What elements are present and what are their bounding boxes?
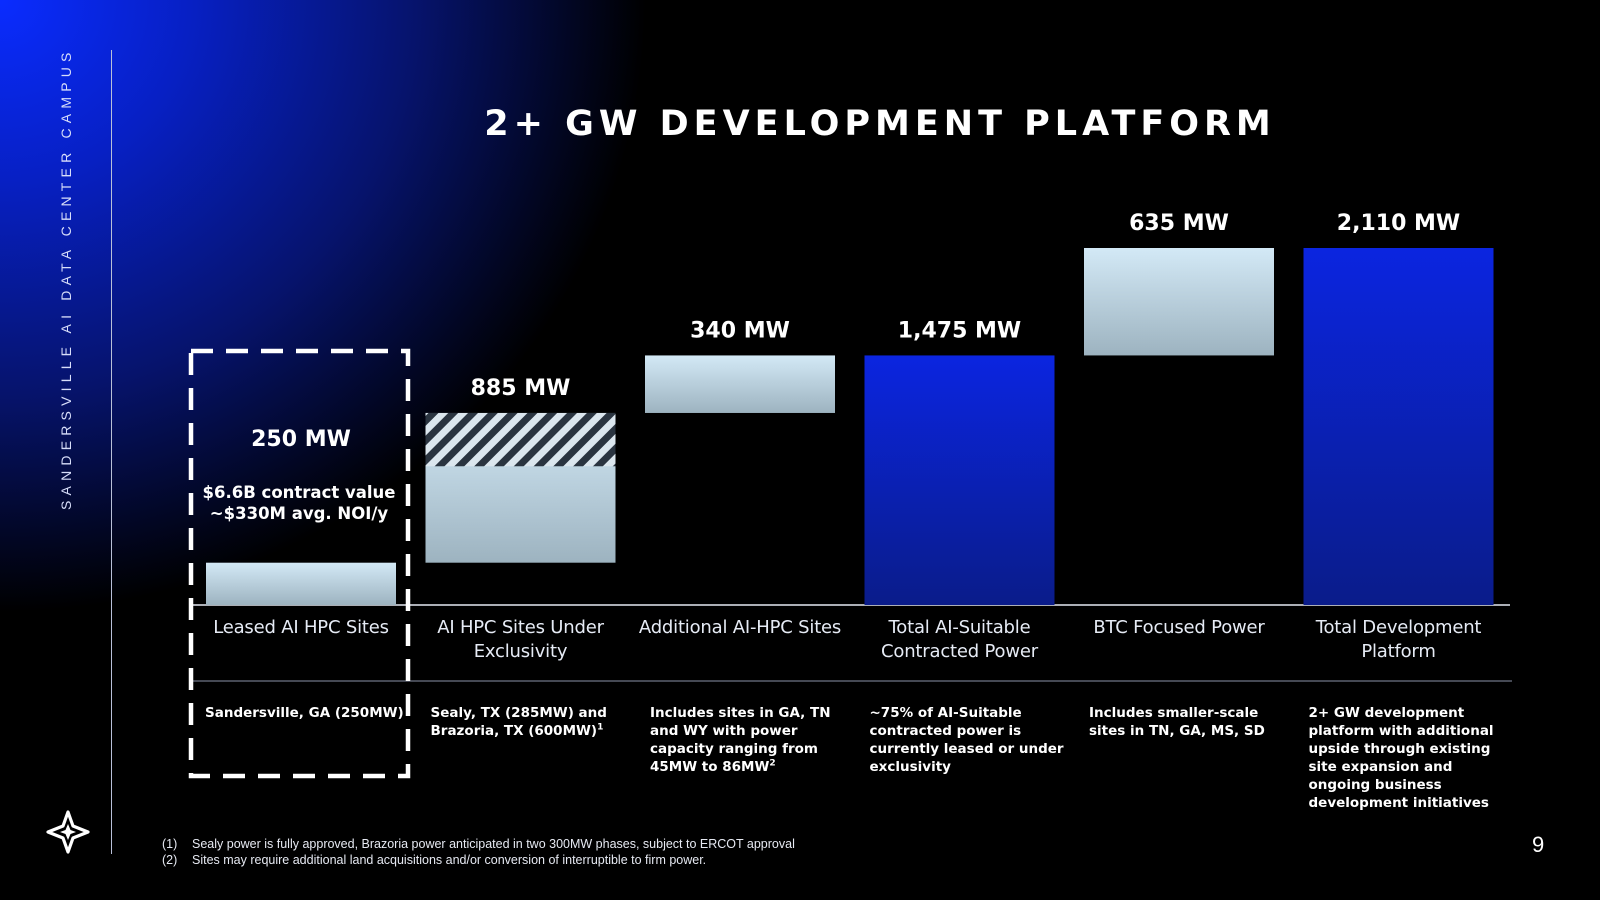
bar-btc-focused-power: [1084, 248, 1274, 356]
footnote-1-number: (1): [162, 837, 178, 851]
category-label-total-development-platform: Total Development Platform: [1315, 617, 1482, 662]
four-point-star-icon: [46, 810, 90, 854]
category-description: 2+ GW development platform with addition…: [1308, 705, 1494, 811]
category-label-total-ai-suitable-contracted-power: Total AI-Suitable Contracted Power: [881, 617, 1038, 662]
bar-additional-ai-hpc-sites: [645, 355, 835, 413]
highlight-note-line-2: ~$330M avg. NOI/y: [210, 504, 389, 523]
category-label-btc-focused-power: BTC Focused Power: [1093, 617, 1265, 638]
footnote-reference: 1: [597, 722, 604, 733]
page-number: 9: [1532, 832, 1545, 857]
footnote-1-text: Sealy power is fully approved, Brazoria …: [192, 837, 795, 851]
highlight-note-line-1: $6.6B contract value: [203, 483, 396, 502]
bar-hatched-segment: [425, 412, 616, 467]
data-label-total-ai-suitable-contracted-power: 1,475 MW: [898, 318, 1021, 343]
vertical-divider: [111, 50, 112, 854]
highlight-dashed-box: [188, 348, 411, 779]
category-label-leased-ai-hpc-sites: Leased AI HPC Sites: [213, 617, 389, 638]
category-description: ~75% of AI-Suitable contracted power is …: [869, 705, 1064, 775]
category-description: Sandersville, GA (250MW): [205, 705, 404, 721]
data-label-leased-ai-hpc-sites: 250 MW: [251, 427, 351, 452]
category-description: Sealy, TX (285MW) and Brazoria, TX (600M…: [430, 705, 607, 739]
footnote-2-number: (2): [162, 853, 178, 867]
data-label-additional-ai-hpc-sites: 340 MW: [690, 318, 790, 343]
category-label-ai-hpc-sites-under-exclusivity: AI HPC Sites Under Exclusivity: [437, 617, 604, 662]
category-description: Includes sites in GA, TN and WY with pow…: [650, 705, 831, 775]
page-title: 2+ GW DEVELOPMENT PLATFORM: [484, 104, 1276, 144]
category-label-additional-ai-hpc-sites: Additional AI-HPC Sites: [638, 617, 842, 638]
data-label-total-development-platform: 2,110 MW: [1337, 211, 1460, 236]
footnote-1: (1) Sealy power is fully approved, Brazor…: [162, 837, 795, 851]
category-description: Includes smaller-scale sites in TN, GA, …: [1089, 705, 1265, 739]
footnote-reference: 2: [769, 758, 776, 769]
data-label-btc-focused-power: 635 MW: [1129, 211, 1229, 236]
footnote-2: (2) Sites may require additional land acq…: [162, 853, 706, 867]
bar-leased-ai-hpc-sites: [206, 562, 396, 605]
bar-total-development-platform: [1303, 248, 1494, 605]
data-label-ai-hpc-sites-under-exclusivity: 885 MW: [471, 376, 571, 401]
bar-total-ai-suitable-contracted-power: [864, 355, 1055, 605]
footnote-2-text: Sites may require additional land acquis…: [192, 853, 707, 867]
